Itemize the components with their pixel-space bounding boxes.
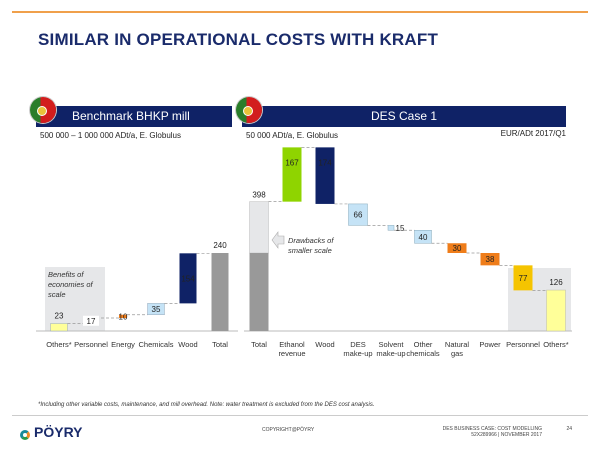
data-label: 240 xyxy=(213,241,227,250)
annotation-line: scale xyxy=(48,290,66,299)
category-label: Energy xyxy=(111,340,135,349)
category-label: Other xyxy=(414,340,433,349)
page-title: SIMILAR IN OPERATIONAL COSTS WITH KRAFT xyxy=(38,30,439,49)
bar-others xyxy=(546,289,566,332)
category-label: Ethanol xyxy=(279,340,305,349)
category-label: Personnel xyxy=(506,340,540,349)
data-label: 77 xyxy=(519,274,528,283)
category-label: Others* xyxy=(46,340,72,349)
category-label: Solvent xyxy=(378,340,404,349)
logo-icon xyxy=(20,430,30,440)
left-arrow-icon xyxy=(271,231,285,249)
data-label: 66 xyxy=(354,211,363,220)
bar-personnel xyxy=(513,265,533,291)
data-label: 35 xyxy=(152,305,161,314)
left-panel-banner: Benchmark BHKP mill xyxy=(36,106,232,127)
left-panel-banner-label: Benchmark BHKP mill xyxy=(72,109,190,123)
category-label: Natural xyxy=(445,340,470,349)
bar-total xyxy=(211,253,229,331)
category-label: Total xyxy=(251,340,267,349)
category-label: Chemicals xyxy=(138,340,173,349)
data-label: 17 xyxy=(87,317,96,326)
bar-chemicals xyxy=(147,303,165,315)
category-label: make-up xyxy=(343,349,372,358)
poyry-logo: PÖYRY xyxy=(20,424,83,440)
doc-date: 52X289966 | NOVEMBER 2017 xyxy=(471,432,542,438)
right-panel-banner: DES Case 1 xyxy=(242,106,566,127)
category-label: Others* xyxy=(543,340,569,349)
annotation-line: smaller scale xyxy=(288,246,332,255)
data-label: 174 xyxy=(318,158,332,167)
data-label: 23 xyxy=(55,312,64,321)
portugal-flag-icon xyxy=(236,97,262,123)
bar-total-benchmark xyxy=(249,253,269,331)
data-label: 167 xyxy=(285,158,299,167)
data-label: 126 xyxy=(549,278,563,287)
copyright: COPYRIGHT@PÖYRY xyxy=(262,427,315,433)
category-label: Wood xyxy=(178,340,197,349)
label-bg xyxy=(83,315,99,326)
left-panel-subtitle: 500 000 – 1 000 000 ADt/a, E. Globulus xyxy=(40,131,181,140)
category-label: gas xyxy=(451,349,463,358)
category-label: chemicals xyxy=(406,349,440,358)
annotation-line: Drawbacks of xyxy=(288,236,334,245)
bar-otherchemicals xyxy=(414,230,432,244)
bar-solventmakeup xyxy=(387,225,395,231)
category-label: Personnel xyxy=(74,340,108,349)
bar-wood xyxy=(315,147,335,204)
category-label: Wood xyxy=(315,340,334,349)
top-accent-line xyxy=(12,11,588,13)
annotation-line: economies of xyxy=(48,280,94,289)
doc-info: DES BUSINESS CASE: COST MODELLING 52X289… xyxy=(443,426,542,438)
portugal-flag-icon xyxy=(30,97,56,123)
logo-text: PÖYRY xyxy=(34,424,83,440)
bar-total-drawback xyxy=(249,201,269,254)
page-number: 24 xyxy=(566,426,572,432)
category-label: DES xyxy=(350,340,365,349)
data-label: 154 xyxy=(181,274,195,283)
bar-wood xyxy=(179,253,197,304)
bar-naturalgas xyxy=(447,243,467,253)
data-label: 10 xyxy=(119,312,128,321)
category-label: Total xyxy=(212,340,228,349)
data-label: 15 xyxy=(396,224,405,233)
unit-label: EUR/ADt 2017/Q1 xyxy=(500,129,566,138)
bar-power xyxy=(480,253,500,266)
bar-desmakeup xyxy=(348,203,368,226)
annotation-line: Benefits of xyxy=(48,270,84,279)
data-label: 38 xyxy=(486,255,495,264)
data-label: 40 xyxy=(419,233,428,242)
bar-energy xyxy=(119,314,127,318)
bar-others xyxy=(50,323,68,332)
data-label: 30 xyxy=(453,244,462,253)
category-label: make-up xyxy=(376,349,405,358)
bar-ethanolrevenue xyxy=(282,147,302,202)
footnote: *Including other variable costs, mainten… xyxy=(38,402,375,408)
category-label: Power xyxy=(479,340,501,349)
right-panel-subtitle: 50 000 ADt/a, E. Globulus xyxy=(246,131,339,140)
data-label: 398 xyxy=(252,191,266,200)
category-label: revenue xyxy=(278,349,305,358)
footer-divider xyxy=(12,415,588,416)
right-panel-banner-label: DES Case 1 xyxy=(370,109,438,123)
doc-title: DES BUSINESS CASE: COST MODELLING xyxy=(442,426,542,432)
